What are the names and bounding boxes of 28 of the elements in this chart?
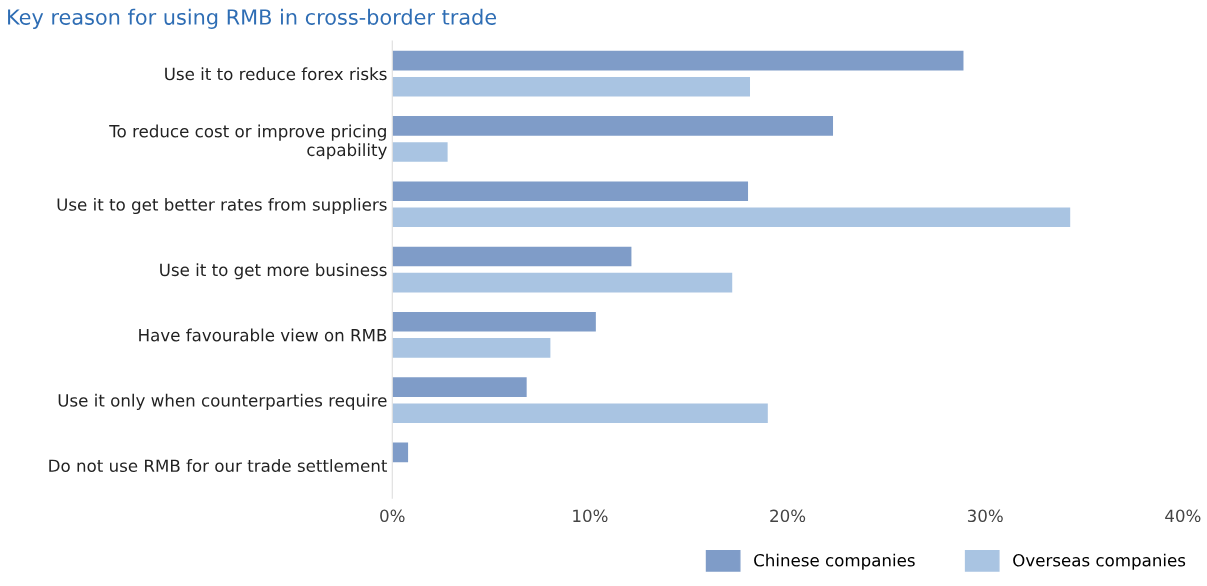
bar	[392, 116, 834, 136]
bar	[392, 207, 1071, 228]
y-tick-label: To reduce cost or improve pricing capability	[109, 124, 387, 160]
bar	[392, 181, 749, 201]
x-tick-label: 0%	[380, 509, 405, 523]
x-tick-label: 40%	[1165, 509, 1201, 523]
bar	[392, 50, 964, 71]
bar	[392, 76, 751, 97]
y-tick-label: Have favourable view on RMB	[139, 328, 387, 342]
x-tick-label: 10%	[573, 509, 608, 523]
legend-label: Chinese companies	[754, 553, 915, 570]
bar	[392, 272, 733, 293]
bar	[392, 246, 632, 267]
chart-title: Key reason for using RMB in cross-border trade	[8, 8, 497, 29]
legend-label: Overseas companies	[1013, 553, 1186, 570]
bar	[392, 142, 448, 162]
y-tick-label: Use it to get more business	[160, 263, 387, 280]
bar	[392, 403, 768, 424]
x-tick-label: 20%	[770, 509, 806, 523]
y-tick-label: Use it to reduce forex risks	[165, 67, 387, 81]
y-tick-label: Use it only when counterparties require	[58, 393, 387, 410]
bar	[392, 338, 551, 358]
bar	[392, 377, 527, 397]
x-tick-label: 30%	[967, 509, 1003, 523]
y-tick-label: Do not use RMB for our trade settlement	[49, 459, 388, 473]
y-tick-label: Use it to get better rates from suppliers	[57, 197, 387, 215]
bar	[392, 312, 596, 332]
bar	[392, 442, 409, 463]
